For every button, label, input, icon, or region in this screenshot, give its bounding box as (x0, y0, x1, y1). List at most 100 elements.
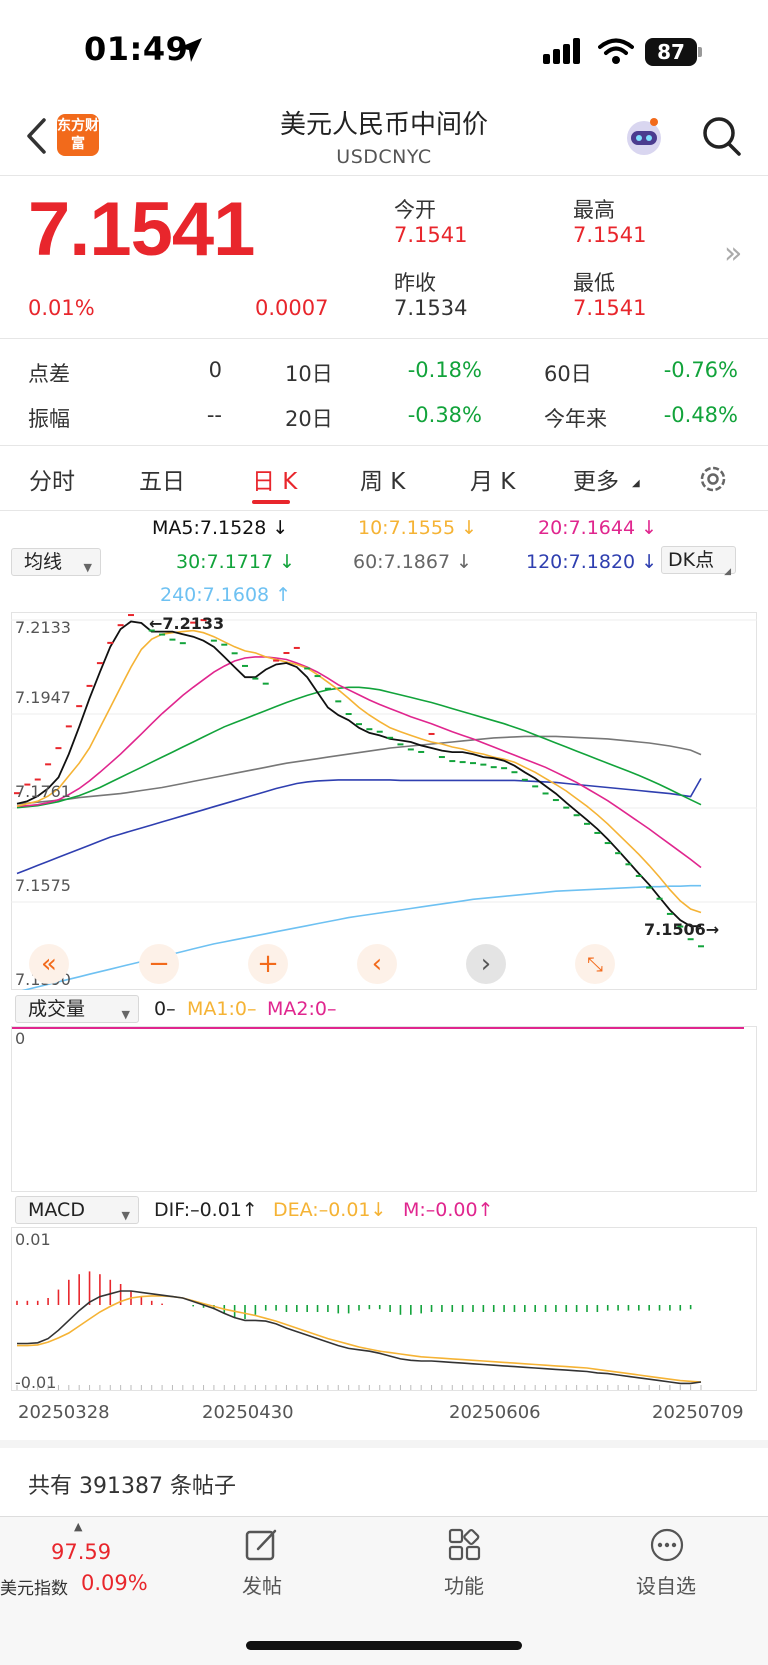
d20-value: -0.38% (407, 403, 482, 427)
robot-assistant-icon[interactable] (622, 114, 666, 158)
amplitude-value: -- (206, 403, 222, 427)
fullscreen-button[interactable]: ⤡ (575, 944, 615, 984)
tab-weekly-k[interactable]: 周 K (360, 469, 406, 495)
ytd-label: 今年来 (544, 407, 607, 431)
tabbar-function[interactable]: 功能 (444, 1574, 484, 1598)
index-up-caret-icon: ▲ (74, 1520, 83, 1533)
divider (0, 1516, 768, 1517)
ma240-line (21, 884, 701, 990)
d60-value: -0.76% (663, 358, 738, 382)
tab-monthly-k[interactable]: 月 K (470, 469, 516, 495)
page-title: 美元人民币中间价 (279, 110, 488, 140)
date-axis-label: 20250430 (202, 1402, 294, 1423)
low-annotation: 7.1506→ (644, 920, 720, 939)
d10-value: -0.18% (407, 358, 482, 382)
macd-axis-label: -0.01 (15, 1373, 57, 1392)
active-tab-underline (252, 500, 290, 504)
indicator-selector[interactable]: 均线 ▼ (11, 548, 101, 576)
usd-index-label[interactable]: 美元指数 (0, 1579, 68, 1599)
ma10-line (16, 629, 702, 914)
dropdown-caret-icon: ▼ (83, 561, 92, 574)
expand-more-icon[interactable]: » (724, 236, 743, 271)
ma20-label: 20:7.1644 ↓ (538, 517, 658, 539)
macd-selector[interactable]: MACD ▼ (15, 1196, 139, 1224)
spread-value: 0 (208, 358, 222, 382)
volume-ma-line (12, 1027, 744, 1029)
page-subtitle: USDCNYC (336, 146, 432, 168)
battery-indicator: 87 (645, 38, 697, 66)
price-axis-label: 7.1761 (15, 782, 71, 801)
tab-more[interactable]: 更多 (573, 469, 619, 495)
macd-axis-label: 0.01 (15, 1230, 51, 1249)
volume-axis-label: 0 (15, 1029, 26, 1048)
price-axis-label: 7.2133 (15, 618, 71, 637)
usd-index-change[interactable]: 0.09% (81, 1571, 148, 1595)
wifi-icon (598, 38, 634, 64)
divider (0, 510, 768, 511)
dropdown-caret-icon: ▼ (121, 1008, 130, 1021)
dk-point-button[interactable]: DK点 ◢ (661, 546, 736, 577)
price-axis-label: 7.1947 (15, 688, 71, 707)
post-count[interactable]: 共有 391387 条帖子 (28, 1474, 236, 1499)
ma120-line (16, 778, 702, 875)
ytd-value: -0.48% (663, 403, 738, 427)
low-label: 最低 (573, 271, 615, 295)
more-dots-icon[interactable] (649, 1527, 685, 1563)
zoom-out-button[interactable]: − (139, 944, 179, 984)
more-caret-icon: ◢ (632, 478, 640, 489)
compose-post-icon[interactable] (244, 1527, 280, 1563)
search-icon[interactable] (700, 114, 744, 158)
bottom-tabbar (0, 1517, 768, 1665)
amplitude-label: 振幅 (28, 407, 70, 431)
d10-label: 10日 (285, 362, 333, 386)
eastmoney-logo[interactable]: 东方财富 (57, 114, 99, 156)
change-percent: 0.01% (28, 296, 95, 320)
d20-label: 20日 (285, 407, 333, 431)
step-back-button[interactable]: ‹ (357, 944, 397, 984)
volume-ma1: MA1:0– (187, 998, 257, 1020)
back-chevron-icon[interactable] (24, 116, 48, 156)
prev-close-value: 7.1534 (394, 296, 468, 320)
last-price: 7.1541 (28, 187, 255, 272)
zoom-in-button[interactable]: + (248, 944, 288, 984)
open-value: 7.1541 (394, 223, 468, 247)
ma30-line (16, 686, 702, 809)
dk-caret-icon: ◢ (724, 567, 731, 577)
tab-daily-k[interactable]: 日 K (252, 469, 298, 495)
macd-m: M:–0.00↑ (403, 1199, 494, 1221)
macd-dif: DIF:–0.01↑ (154, 1199, 258, 1221)
date-axis-label: 20250606 (449, 1402, 541, 1423)
high-annotation: ←7.2133 (149, 614, 225, 633)
tab-intraday[interactable]: 分时 (29, 469, 75, 495)
cellular-signal-icon (543, 38, 580, 64)
price-axis-label: 7.1575 (15, 876, 71, 895)
high-value: 7.1541 (573, 223, 647, 247)
step-forward-button[interactable]: › (466, 944, 506, 984)
prev-close-label: 昨收 (394, 271, 436, 295)
ma5-line (16, 620, 701, 928)
macd-chart[interactable] (11, 1227, 757, 1391)
open-label: 今开 (394, 198, 436, 222)
macd-frame (11, 1227, 757, 1391)
home-indicator (246, 1641, 522, 1650)
dea-line (17, 1295, 702, 1383)
tab-five-day[interactable]: 五日 (139, 469, 185, 495)
volume-selector[interactable]: 成交量 ▼ (15, 995, 139, 1023)
settings-gear-icon[interactable] (698, 464, 728, 494)
divider (0, 338, 768, 339)
volume-value: 0– (154, 998, 176, 1020)
kline-chart[interactable] (11, 612, 757, 990)
battery-tip (698, 47, 702, 57)
fast-back-button[interactable]: « (29, 944, 69, 984)
date-axis-label: 20250709 (652, 1402, 744, 1423)
tabbar-watchlist[interactable]: 设自选 (636, 1574, 696, 1598)
function-grid-icon[interactable] (447, 1527, 483, 1563)
ma5-label: MA5:7.1528 ↓ (152, 517, 289, 539)
ma120-label: 120:7.1820 ↓ (526, 551, 658, 573)
usd-index-value[interactable]: 97.59 (51, 1540, 112, 1564)
ma10-label: 10:7.1555 ↓ (358, 517, 478, 539)
dif-line (17, 1290, 702, 1385)
location-arrow-icon (178, 38, 202, 62)
tabbar-post[interactable]: 发帖 (242, 1574, 282, 1598)
ma30-label: 30:7.1717 ↓ (176, 551, 296, 573)
